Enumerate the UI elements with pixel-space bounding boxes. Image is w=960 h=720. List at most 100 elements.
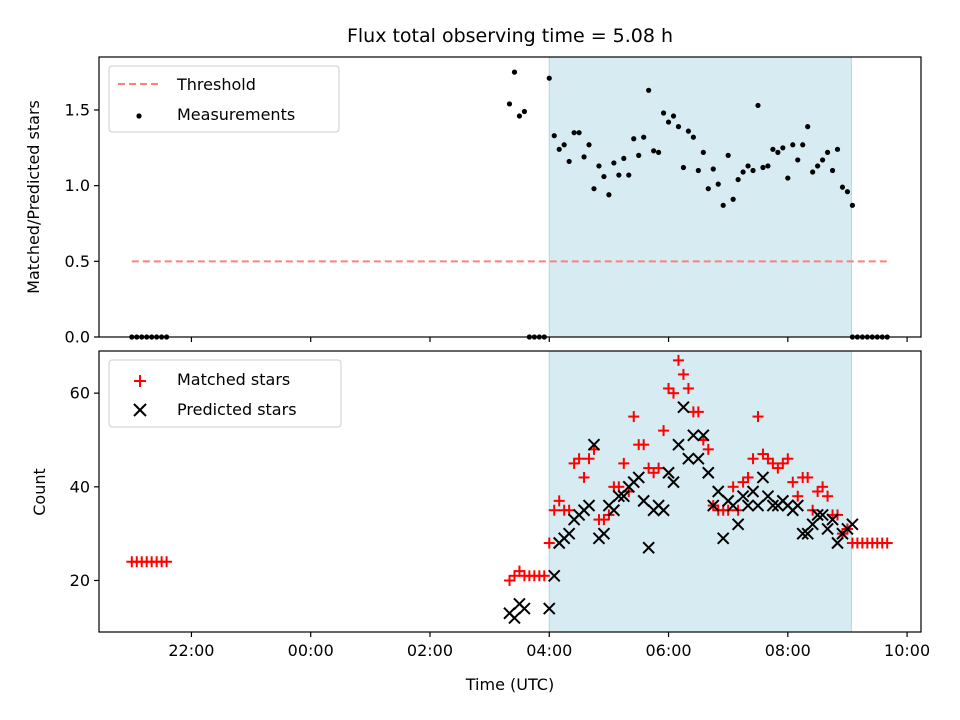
matched-star-point: [504, 574, 516, 586]
measurement-point: [506, 101, 513, 107]
measurement-point: [665, 119, 672, 125]
matched-star-point: [881, 537, 893, 549]
matched-star-point: [792, 490, 804, 502]
matched-star-point: [817, 481, 829, 493]
measurement-point: [745, 163, 751, 169]
bottom-highlight-span: [549, 351, 852, 632]
legend-predicted-swatch: [133, 403, 147, 417]
matched-star-point: [787, 476, 799, 488]
predicted-star-point: [766, 499, 780, 512]
matched-star-point: [543, 537, 555, 549]
top-y-axis-label: Matched/Predicted stars: [24, 100, 43, 294]
x-tick-label: 10:00: [884, 641, 930, 660]
predicted-star-point: [692, 452, 705, 465]
matched-star-point: [802, 471, 814, 483]
predicted-star-point: [746, 485, 760, 498]
measurement-point: [695, 167, 701, 174]
measurement-point: [844, 189, 851, 195]
predicted-star-point: [716, 532, 730, 545]
predicted-star-point: [806, 518, 819, 531]
bottom-legend: Matched stars Predicted stars: [108, 359, 342, 428]
measurement-point: [715, 181, 721, 187]
predicted-star-point: [632, 471, 645, 484]
measurement-point: [819, 157, 826, 163]
measurement-point: [815, 163, 821, 169]
measurement-point: [566, 158, 572, 165]
matched-star-point: [583, 453, 595, 465]
measurement-point: [839, 184, 846, 190]
predicted-star-point: [543, 602, 556, 615]
chart-title: Flux total observing time = 5.08 h: [347, 25, 673, 47]
predicted-star-points: [503, 400, 859, 625]
predicted-star-point: [508, 611, 521, 625]
measurement-point: [606, 192, 612, 198]
matched-star-point: [742, 471, 754, 483]
predicted-star-point: [548, 569, 561, 583]
measurement-point: [750, 167, 756, 174]
predicted-star-point: [726, 499, 740, 512]
predicted-star-point: [582, 499, 596, 512]
matched-star-point: [538, 570, 550, 582]
matched-star-point: [727, 481, 739, 493]
predicted-star-point: [811, 508, 824, 522]
y-tick-label: 0.5: [65, 252, 90, 271]
x-tick-label: 00:00: [288, 641, 334, 660]
measurement-point: [740, 169, 746, 175]
measurement-point: [516, 113, 523, 119]
x-tick-label: 22:00: [168, 641, 214, 660]
predicted-star-point: [637, 494, 650, 508]
matched-star-point: [653, 462, 665, 474]
measurement-point: [824, 149, 831, 155]
matched-star-point: [777, 457, 789, 469]
y-tick-label: 0.0: [65, 328, 90, 347]
legend-matched-label: Matched stars: [177, 370, 290, 389]
matched-star-point: [513, 565, 525, 577]
measurement-point: [829, 167, 836, 174]
predicted-star-point: [796, 527, 809, 540]
measurement-point: [655, 149, 662, 155]
predicted-star-point: [667, 475, 680, 489]
matched-star-point: [692, 406, 704, 418]
legend-predicted-label: Predicted stars: [177, 400, 297, 419]
measurement-point: [755, 102, 761, 109]
measurement-point: [616, 172, 622, 178]
predicted-star-point: [617, 489, 631, 503]
predicted-star-point: [821, 522, 834, 536]
predicted-star-point: [826, 513, 839, 526]
bottom-legend-box: [108, 359, 342, 428]
bottom-axes-frame: [98, 350, 922, 633]
x-tick-label: 06:00: [645, 641, 691, 660]
measurement-point: [511, 69, 518, 75]
predicted-star-point: [607, 504, 621, 517]
measurement-point: [685, 128, 692, 134]
bottom-x-ticks: 22:00 00:00 02:00 04:00 06:00 08:00 10:00: [168, 632, 930, 660]
matched-star-point: [568, 457, 580, 469]
predicted-star-point: [597, 527, 611, 540]
predicted-star-point: [662, 466, 675, 479]
x-tick-label: 02:00: [407, 641, 453, 660]
top-legend-box: [108, 65, 340, 133]
legend-measurements-label: Measurements: [177, 105, 295, 124]
measurement-point: [636, 152, 642, 158]
predicted-star-point: [707, 499, 720, 512]
matched-star-point: [677, 368, 689, 380]
matched-star-point: [772, 462, 784, 474]
matched-star-point: [682, 382, 694, 394]
measurement-point: [646, 87, 652, 93]
measurement-point: [641, 134, 647, 140]
matched-star-point: [812, 486, 824, 497]
predicted-star-point: [761, 489, 775, 503]
measurement-point: [795, 157, 801, 163]
measurement-point: [770, 146, 776, 152]
legend-measurements-swatch: [136, 113, 142, 119]
predicted-star-point: [831, 536, 844, 550]
predicted-star-point: [702, 466, 715, 479]
measurement-point: [556, 146, 562, 152]
measurement-point: [780, 145, 786, 151]
matched-star-point: [757, 448, 769, 460]
measurement-point: [611, 160, 617, 166]
top-legend: Threshold Measurements: [108, 65, 340, 133]
matched-star-point: [672, 354, 684, 366]
measurement-point: [735, 176, 741, 183]
matched-star-point: [767, 457, 779, 469]
